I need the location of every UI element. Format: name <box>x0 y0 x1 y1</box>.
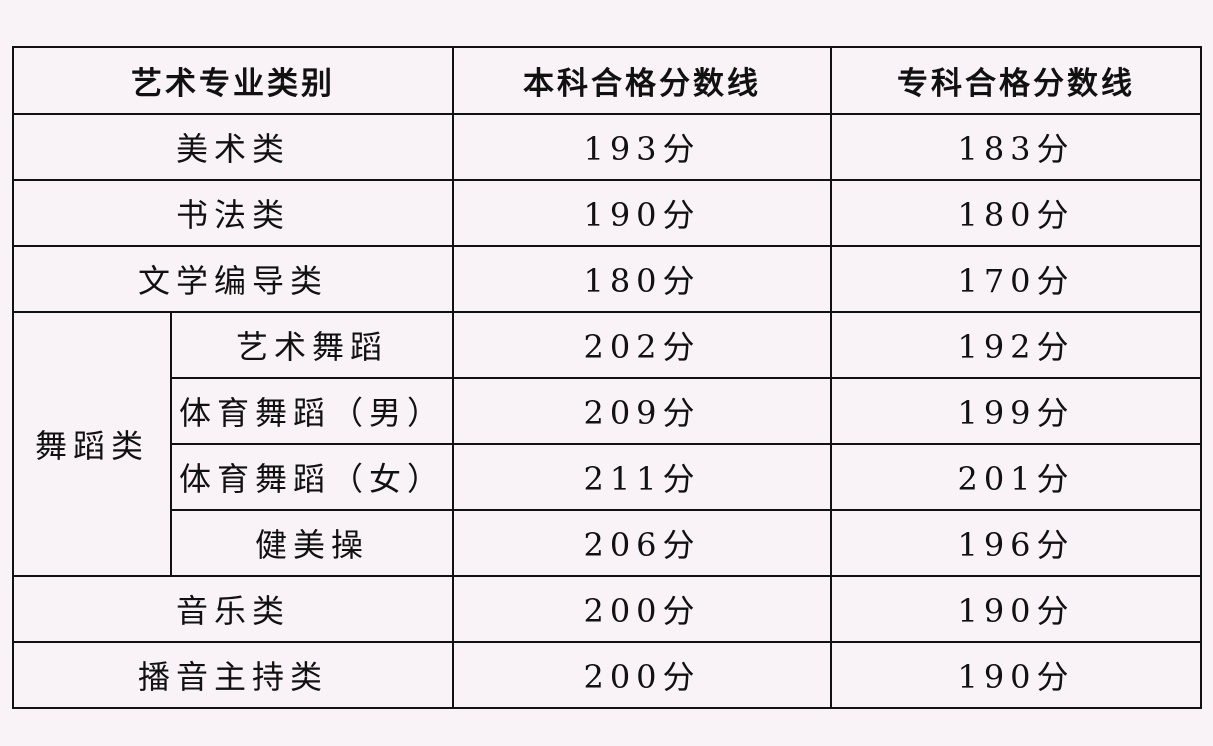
table-row: 美术类 193分 183分 <box>12 113 1202 181</box>
category-cell: 书法类 <box>12 179 454 247</box>
table-row: 音乐类 200分 190分 <box>12 575 1202 643</box>
junior-cell: 192分 <box>830 311 1202 379</box>
table-row: 舞蹈类 艺术舞蹈 202分 192分 <box>12 311 1202 577</box>
undergrad-cell: 193分 <box>452 113 832 181</box>
header-junior: 专科合格分数线 <box>830 46 1202 115</box>
category-cell: 音乐类 <box>12 575 454 643</box>
undergrad-cell: 206分 <box>452 509 832 577</box>
junior-cell: 196分 <box>830 509 1202 577</box>
subcategory-cell: 健美操 <box>170 509 454 577</box>
undergrad-cell: 200分 <box>452 575 832 643</box>
junior-cell: 180分 <box>830 179 1202 247</box>
header-row: 艺术专业类别 本科合格分数线 专科合格分数线 <box>12 46 1202 115</box>
table-row: 书法类 190分 180分 <box>12 179 1202 247</box>
junior-cell: 190分 <box>830 575 1202 643</box>
table-row: 播音主持类 200分 190分 <box>12 641 1202 709</box>
undergrad-cell: 209分 <box>452 377 832 445</box>
table-row: 体育舞蹈（男） 209分 199分 <box>13 377 1202 445</box>
score-table: 艺术专业类别 本科合格分数线 专科合格分数线 美术类 193分 183分 书法类… <box>12 46 1202 709</box>
undergrad-cell: 200分 <box>452 641 832 709</box>
subcategory-cell: 艺术舞蹈 <box>170 311 454 379</box>
junior-cell: 170分 <box>830 245 1202 313</box>
undergrad-cell: 180分 <box>452 245 832 313</box>
table-row: 文学编导类 180分 170分 <box>12 245 1202 313</box>
table-row: 体育舞蹈（女） 211分 201分 <box>13 443 1202 511</box>
header-category: 艺术专业类别 <box>12 46 454 115</box>
junior-cell: 183分 <box>830 113 1202 181</box>
category-cell: 美术类 <box>12 113 454 181</box>
subcategory-cell: 体育舞蹈（男） <box>170 377 454 445</box>
header-undergrad: 本科合格分数线 <box>452 46 832 115</box>
table-row: 健美操 206分 196分 <box>13 509 1202 577</box>
category-cell-dance: 舞蹈类 <box>12 311 172 577</box>
category-cell: 文学编导类 <box>12 245 454 313</box>
category-cell: 播音主持类 <box>12 641 454 709</box>
undergrad-cell: 211分 <box>452 443 832 511</box>
junior-cell: 190分 <box>830 641 1202 709</box>
junior-cell: 201分 <box>830 443 1202 511</box>
undergrad-cell: 190分 <box>452 179 832 247</box>
undergrad-cell: 202分 <box>452 311 832 379</box>
junior-cell: 199分 <box>830 377 1202 445</box>
subcategory-cell: 体育舞蹈（女） <box>170 443 454 511</box>
